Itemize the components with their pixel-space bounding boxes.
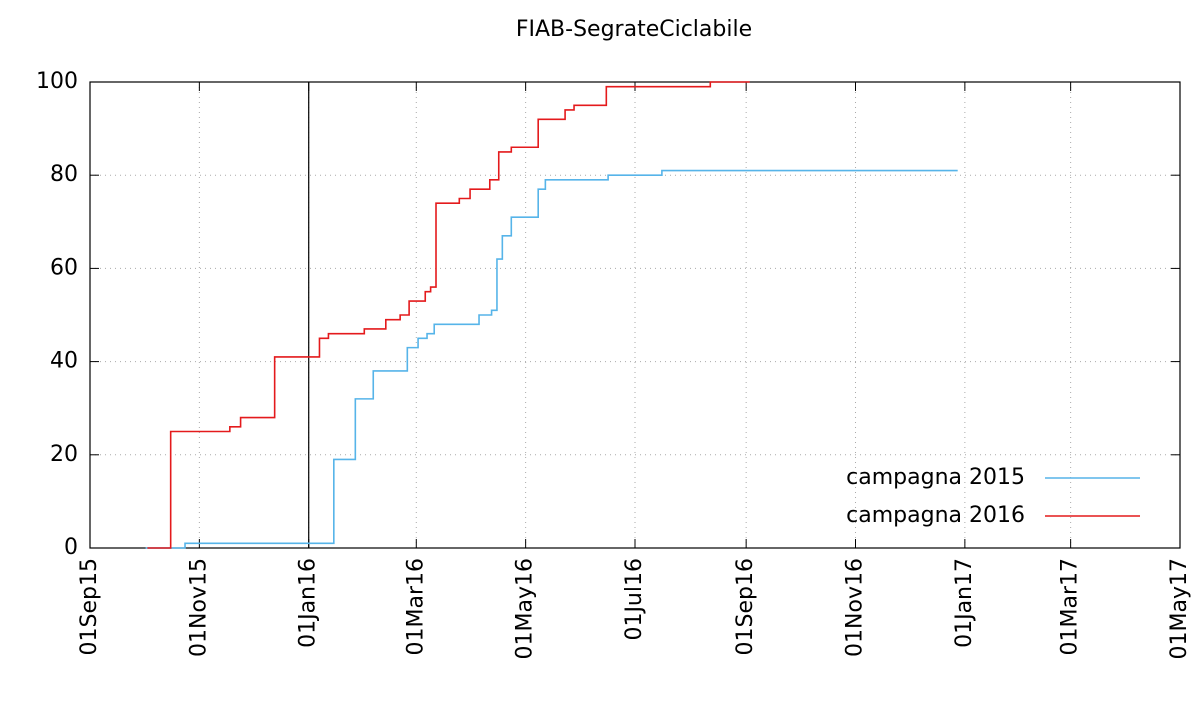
x-tick-label: 01Jan17 — [952, 558, 977, 648]
x-tick-label: 01Mar16 — [403, 558, 428, 656]
series-line — [145, 169, 958, 549]
x-tick-label: 01Jan16 — [296, 558, 321, 648]
x-tick-label: 01May17 — [1167, 558, 1192, 659]
legend-label: campagna 2015 — [846, 465, 1025, 490]
series-line — [147, 81, 750, 549]
y-tick-label: 60 — [50, 255, 78, 280]
chart-title: FIAB-SegrateCiclabile — [516, 17, 752, 42]
plot-frame — [89, 81, 1181, 549]
y-tick-label: 20 — [50, 442, 78, 467]
y-tick-label: 100 — [36, 69, 78, 94]
y-tick-label: 80 — [50, 162, 78, 187]
x-tick-label: 01Sep15 — [77, 558, 102, 655]
x-tick-label: 01Nov15 — [186, 558, 211, 657]
y-tick-label: 40 — [50, 349, 78, 374]
x-tick-label: 01Nov16 — [843, 558, 868, 657]
x-tick-label: 01Jul16 — [622, 558, 647, 641]
y-tick-label: 0 — [64, 535, 78, 560]
x-tick-label: 01May16 — [513, 558, 538, 659]
x-tick-label: 01Sep16 — [733, 558, 758, 655]
x-tick-label: 01Mar17 — [1058, 558, 1083, 656]
legend-label: campagna 2016 — [846, 503, 1025, 528]
